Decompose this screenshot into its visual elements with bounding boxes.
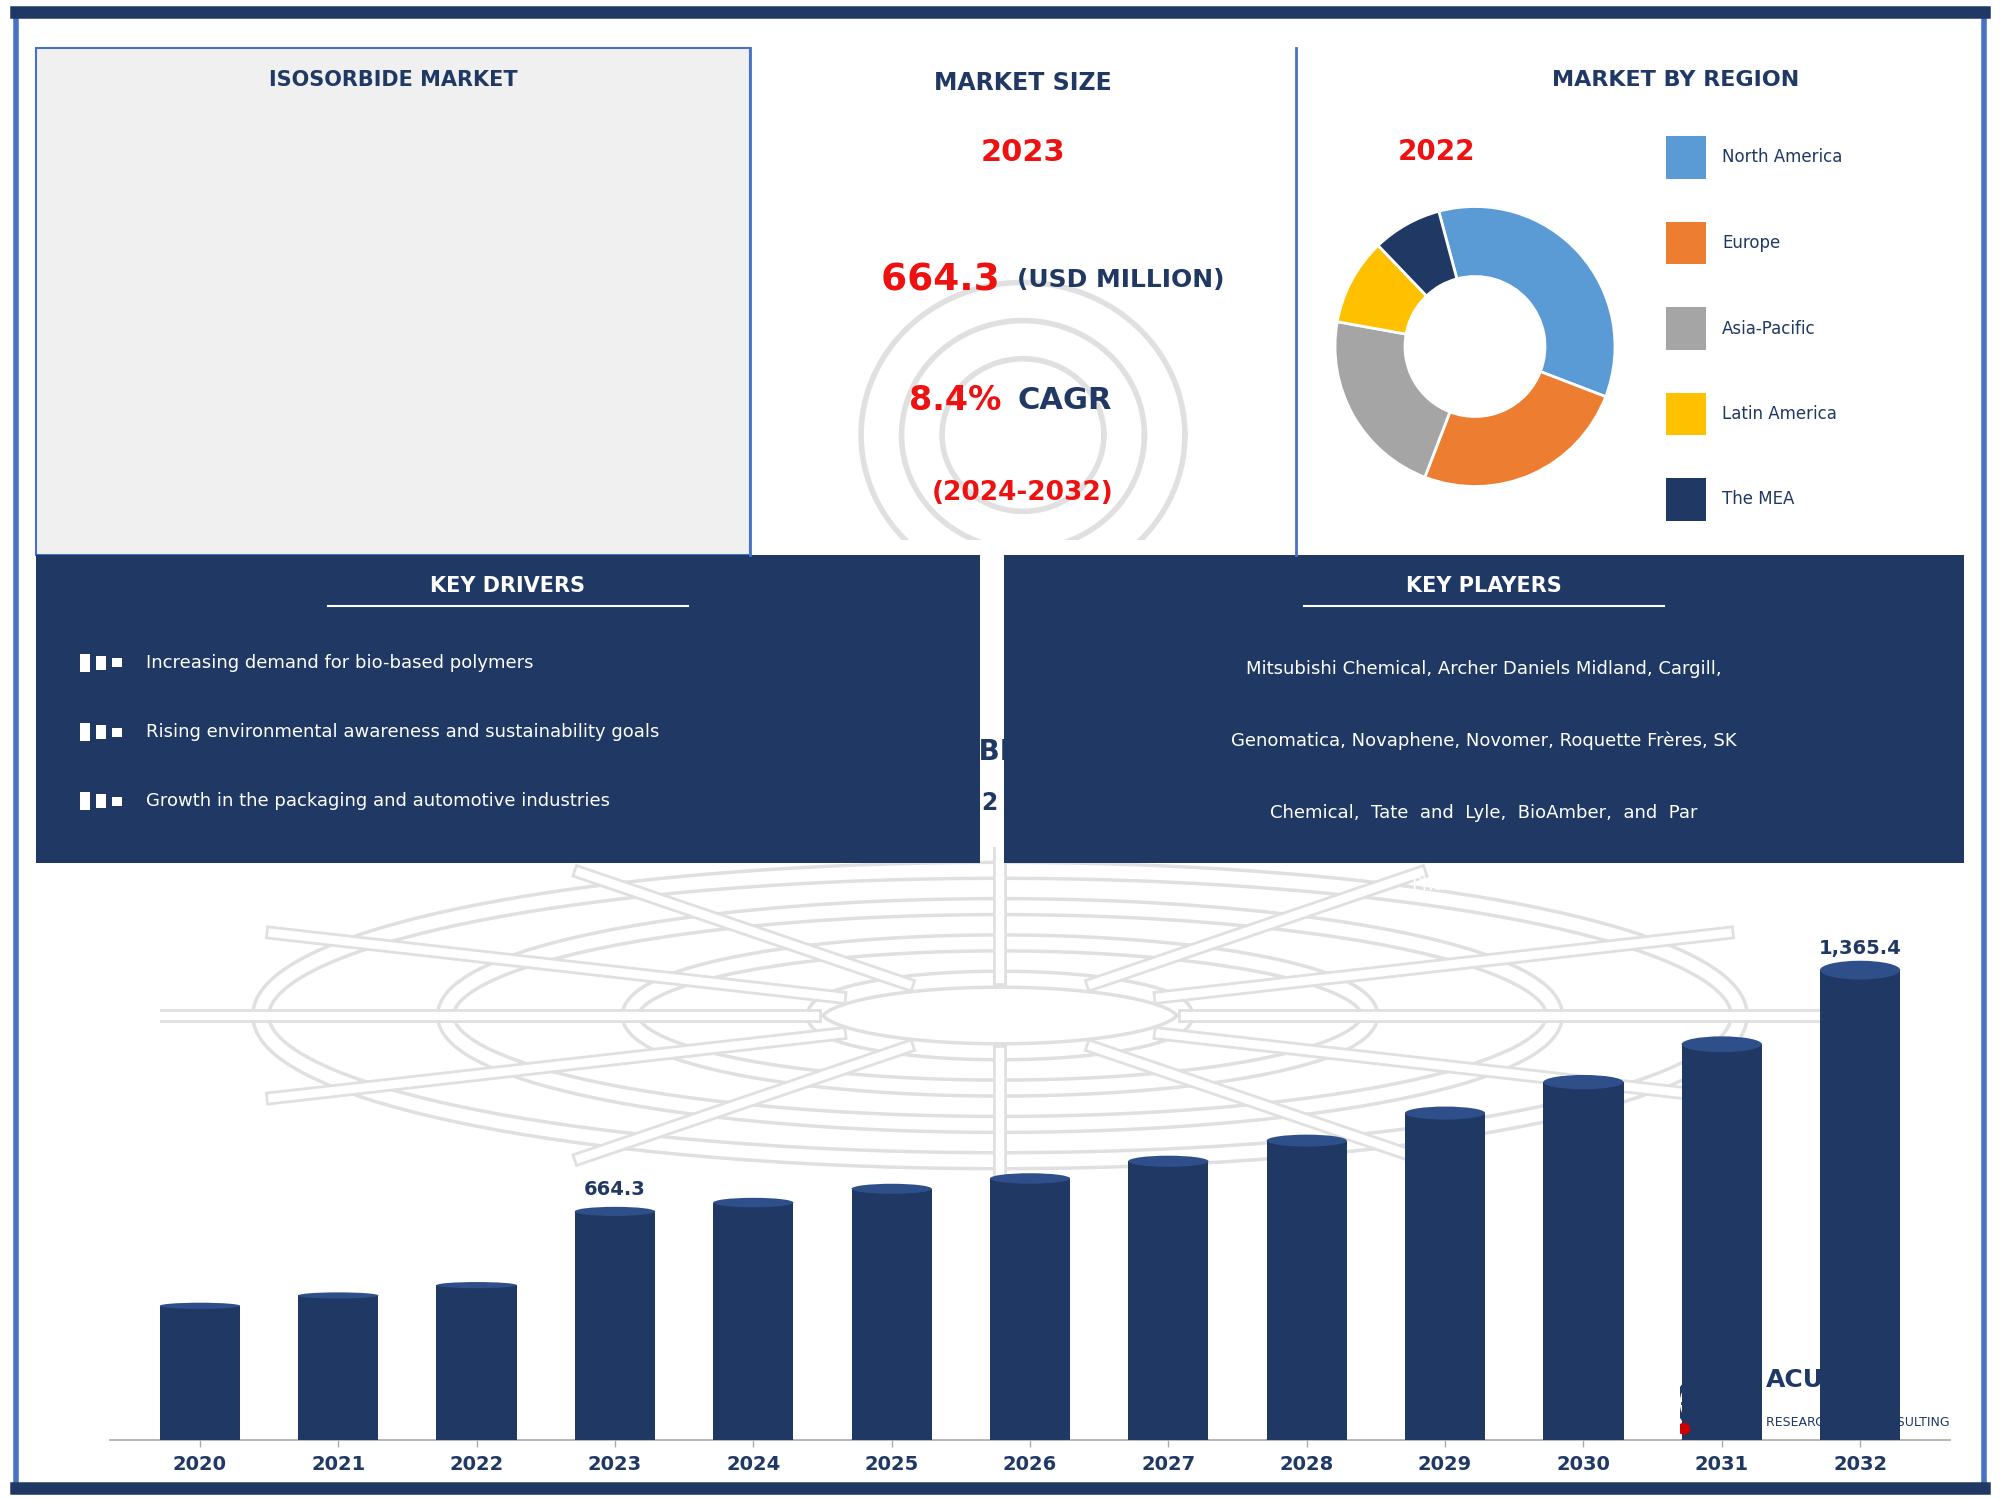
Text: Growth in the packaging and automotive industries: Growth in the packaging and automotive i… bbox=[146, 792, 610, 810]
Bar bbox=[1128, 1161, 1208, 1440]
Wedge shape bbox=[1338, 246, 1426, 334]
Ellipse shape bbox=[298, 1437, 378, 1443]
Ellipse shape bbox=[1128, 1155, 1208, 1167]
Bar bbox=[160, 1306, 240, 1440]
Ellipse shape bbox=[160, 1302, 240, 1310]
Ellipse shape bbox=[366, 420, 628, 494]
Ellipse shape bbox=[468, 164, 596, 202]
Text: 664.3: 664.3 bbox=[882, 262, 1014, 298]
Bar bbox=[1544, 1082, 1624, 1440]
Text: MARKET SIZE: MARKET SIZE bbox=[934, 70, 1112, 94]
Text: Genomatica, Novaphene, Novomer, Roquette Frères, SK: Genomatica, Novaphene, Novomer, Roquette… bbox=[1232, 732, 1736, 750]
Bar bbox=[1682, 1044, 1762, 1440]
FancyBboxPatch shape bbox=[112, 226, 340, 495]
Ellipse shape bbox=[432, 246, 562, 286]
Text: Latin America: Latin America bbox=[1722, 405, 1836, 423]
Bar bbox=[714, 1203, 794, 1440]
Bar bbox=[1820, 970, 1900, 1440]
Ellipse shape bbox=[398, 184, 526, 224]
Bar bbox=[852, 1190, 932, 1440]
Text: Pharmaceutical.: Pharmaceutical. bbox=[1412, 876, 1556, 894]
Ellipse shape bbox=[714, 1198, 794, 1208]
Text: ISOSORBIDE  MARKET: ISOSORBIDE MARKET bbox=[860, 738, 1200, 766]
Ellipse shape bbox=[574, 1208, 656, 1216]
Ellipse shape bbox=[454, 217, 582, 256]
Text: ISOSORBIDE MARKET: ISOSORBIDE MARKET bbox=[268, 70, 518, 90]
Ellipse shape bbox=[574, 1436, 656, 1444]
Ellipse shape bbox=[1544, 1432, 1624, 1448]
Text: Rising environmental awareness and sustainability goals: Rising environmental awareness and susta… bbox=[146, 723, 660, 741]
Text: Asia-Pacific: Asia-Pacific bbox=[1722, 320, 1816, 338]
Text: Increasing demand for bio-based polymers: Increasing demand for bio-based polymers bbox=[146, 654, 534, 672]
Wedge shape bbox=[1438, 207, 1614, 396]
Bar bbox=[1404, 1113, 1486, 1440]
Wedge shape bbox=[1424, 372, 1606, 486]
Ellipse shape bbox=[1266, 1134, 1346, 1146]
Text: 1,365.4: 1,365.4 bbox=[1818, 939, 1902, 958]
Text: 664.3: 664.3 bbox=[584, 1180, 646, 1200]
Bar bbox=[298, 1296, 378, 1440]
Text: Chemical,  Tate  and  Lyle,  BioAmber,  and  Par: Chemical, Tate and Lyle, BioAmber, and P… bbox=[1270, 804, 1698, 822]
Text: (2024-2032): (2024-2032) bbox=[932, 480, 1114, 507]
Text: MARKET BY REGION: MARKET BY REGION bbox=[1552, 70, 1800, 90]
Ellipse shape bbox=[328, 258, 458, 299]
Ellipse shape bbox=[538, 272, 666, 310]
Ellipse shape bbox=[298, 1293, 378, 1299]
Text: The MEA: The MEA bbox=[1722, 490, 1794, 508]
Ellipse shape bbox=[1404, 1107, 1486, 1119]
Ellipse shape bbox=[260, 176, 388, 216]
Text: 8.4%: 8.4% bbox=[910, 384, 1014, 417]
Text: 2023: 2023 bbox=[980, 138, 1066, 166]
Ellipse shape bbox=[852, 1184, 932, 1194]
Text: 2022: 2022 bbox=[1398, 138, 1474, 166]
Ellipse shape bbox=[274, 230, 402, 268]
Ellipse shape bbox=[364, 206, 492, 245]
Ellipse shape bbox=[714, 1436, 794, 1444]
Text: (USD MILLION): (USD MILLION) bbox=[1018, 268, 1224, 292]
Ellipse shape bbox=[314, 279, 444, 320]
Text: RESEARCH AND CONSULTING: RESEARCH AND CONSULTING bbox=[1766, 1416, 1950, 1428]
Ellipse shape bbox=[990, 1173, 1070, 1184]
Bar bbox=[574, 1212, 656, 1440]
Text: ACUMEN: ACUMEN bbox=[1766, 1368, 1886, 1392]
Text: Europe: Europe bbox=[1722, 234, 1780, 252]
Ellipse shape bbox=[1820, 1431, 1900, 1449]
Ellipse shape bbox=[990, 1436, 1070, 1444]
Circle shape bbox=[1678, 1422, 1690, 1434]
Ellipse shape bbox=[436, 1437, 516, 1443]
Ellipse shape bbox=[328, 154, 458, 195]
Text: 2020-2032 (USD MILLION): 2020-2032 (USD MILLION) bbox=[858, 790, 1202, 814]
Wedge shape bbox=[1378, 211, 1456, 296]
Ellipse shape bbox=[1544, 1076, 1624, 1089]
Bar bbox=[1266, 1140, 1346, 1440]
Ellipse shape bbox=[852, 1436, 932, 1444]
Bar bbox=[990, 1179, 1070, 1440]
Ellipse shape bbox=[1820, 960, 1900, 980]
Wedge shape bbox=[1336, 321, 1450, 477]
Ellipse shape bbox=[160, 1437, 240, 1443]
Text: CAGR: CAGR bbox=[1018, 386, 1112, 416]
Text: KEY DRIVERS: KEY DRIVERS bbox=[430, 576, 586, 596]
Text: ISOSORBIDE: ISOSORBIDE bbox=[200, 364, 252, 374]
Ellipse shape bbox=[436, 1282, 516, 1288]
Ellipse shape bbox=[524, 238, 652, 278]
Bar bbox=[436, 1286, 516, 1440]
Text: Mitsubishi Chemical, Archer Daniels Midland, Cargill,: Mitsubishi Chemical, Archer Daniels Midl… bbox=[1246, 660, 1722, 678]
Ellipse shape bbox=[1682, 1432, 1762, 1448]
Text: North America: North America bbox=[1722, 148, 1842, 166]
Ellipse shape bbox=[1266, 1434, 1346, 1446]
Text: KEY PLAYERS: KEY PLAYERS bbox=[1406, 576, 1562, 596]
Ellipse shape bbox=[1404, 1434, 1486, 1446]
Ellipse shape bbox=[1682, 1036, 1762, 1052]
Ellipse shape bbox=[1128, 1434, 1208, 1446]
